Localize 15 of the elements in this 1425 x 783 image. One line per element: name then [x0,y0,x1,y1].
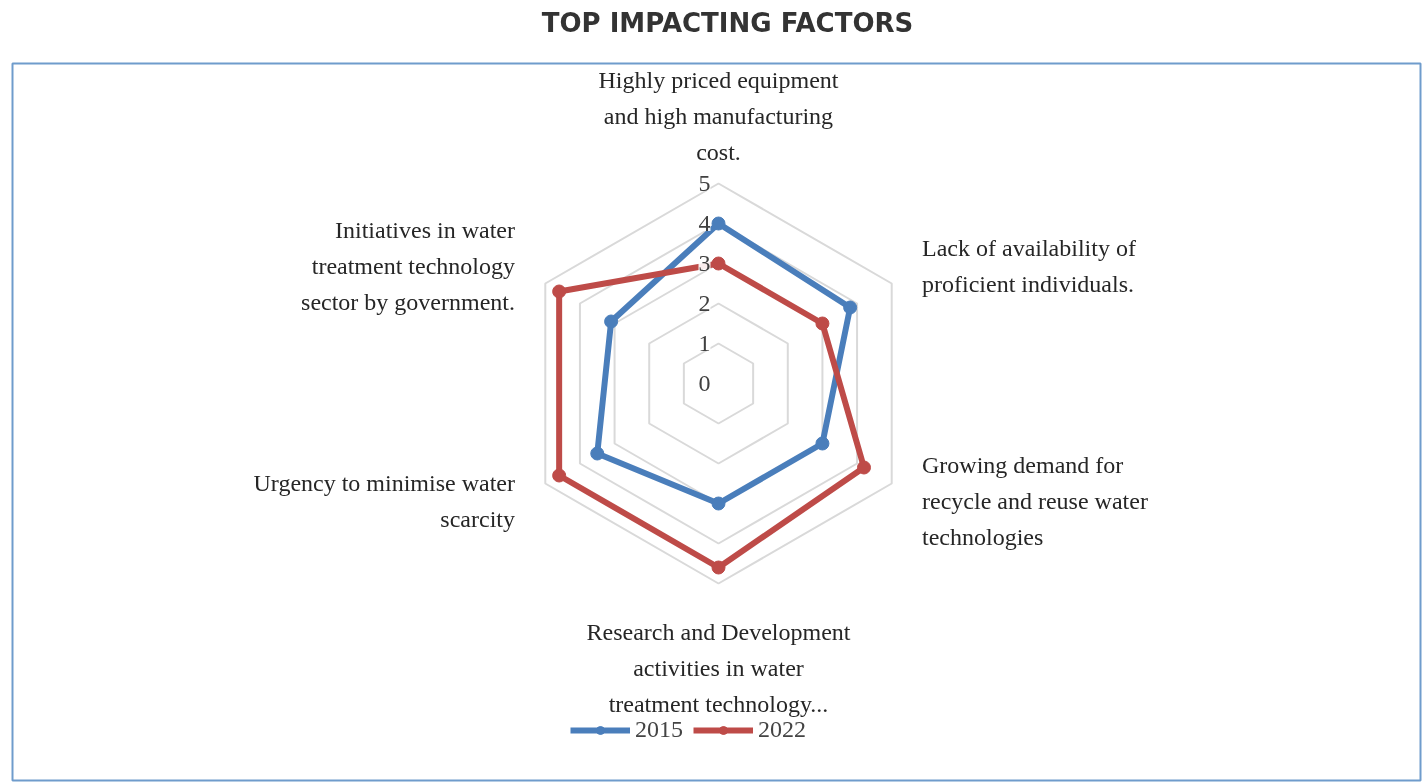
y-tick-label: 2 [698,290,711,316]
y-tick-label: 1 [698,330,711,356]
y-tick-label: 4 [698,210,711,236]
spoke-label: Highly priced equipment and high manufacturing cost. [598,66,839,166]
spoke-label: Lack of availability of proficient individuals. [922,234,1136,298]
legend-label: 2022 [758,716,806,743]
chart-title: TOP IMPACTING FACTORS [541,7,914,38]
spoke-label: Growing demand for recycle and reuse water technologies [922,451,1148,551]
spoke-label: Initiatives in water treatment technology sector by government. [301,216,515,316]
spoke-label: Urgency to minimise water scarcity [253,469,515,533]
y-tick-label: 0 [698,370,711,396]
y-tick-label: 3 [698,250,711,276]
y-tick-label: 5 [698,170,711,196]
spoke-label: Research and Development activities in water treatment technology... [586,618,851,718]
legend-label: 2015 [635,716,683,743]
